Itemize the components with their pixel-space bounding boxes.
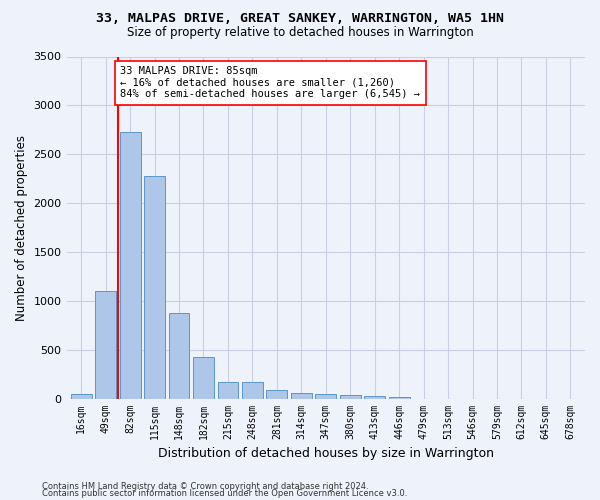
Bar (144, 176, 165, 398)
Y-axis label: Number of detached properties: Number of detached properties (15, 134, 28, 320)
Text: 33 MALPAS DRIVE: 85sqm
← 16% of detached houses are smaller (1,260)
84% of semi-: 33 MALPAS DRIVE: 85sqm ← 16% of detached… (121, 66, 421, 100)
Text: Contains public sector information licensed under the Open Government Licence v3: Contains public sector information licen… (42, 490, 407, 498)
Bar (316, 394, 336, 398)
Bar (291, 392, 312, 398)
Text: Size of property relative to detached houses in Warrington: Size of property relative to detached ho… (127, 26, 473, 39)
Bar (389, 396, 410, 398)
Text: 33, MALPAS DRIVE, GREAT SANKEY, WARRINGTON, WA5 1HN: 33, MALPAS DRIVE, GREAT SANKEY, WARRINGT… (96, 12, 504, 26)
Bar (218, 382, 238, 398)
Bar (364, 396, 385, 398)
Text: Contains HM Land Registry data © Crown copyright and database right 2024.: Contains HM Land Registry data © Crown c… (42, 482, 368, 491)
Bar (266, 390, 287, 398)
Bar (193, 356, 214, 399)
Bar (242, 382, 263, 398)
Bar (340, 395, 361, 398)
X-axis label: Distribution of detached houses by size in Warrington: Distribution of detached houses by size … (158, 447, 494, 460)
Bar (169, 312, 190, 398)
Bar (95, 291, 116, 399)
Bar (71, 394, 92, 398)
Bar (120, 132, 140, 398)
